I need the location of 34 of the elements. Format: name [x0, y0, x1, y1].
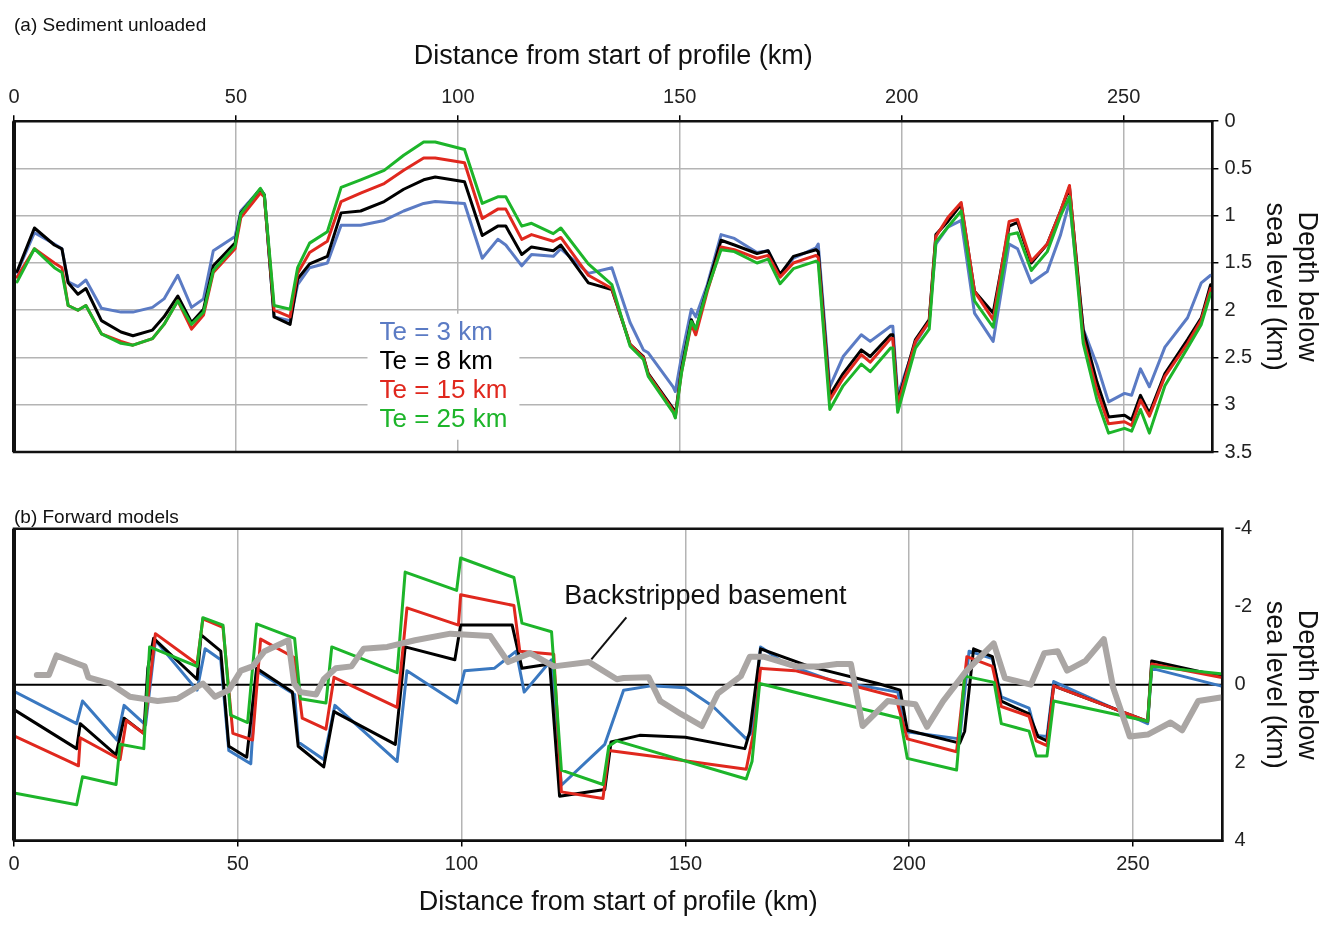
y-tick-label: -4 — [1234, 516, 1253, 539]
y2-tick-label: 3 — [1224, 392, 1236, 415]
x-axis-title: Distance from start of profile (km) — [418, 886, 818, 917]
text: Te = 15 km — [379, 373, 508, 404]
text: Te = 25 km — [379, 402, 508, 433]
text: Te = 3 km — [379, 315, 493, 346]
x-tick-label: 100 — [444, 852, 479, 875]
chart-title: (b) Forward models — [14, 505, 179, 527]
x-tick-label: 50 — [226, 852, 249, 875]
x-tick-label: 200 — [885, 84, 919, 107]
x-tick-label: 50 — [224, 84, 248, 107]
y2-tick-label: 0.5 — [1224, 155, 1253, 178]
x-tick-label: 250 — [1116, 852, 1150, 875]
y-tick-label: 4 — [1234, 828, 1246, 851]
x-tick-label: 100 — [441, 84, 475, 107]
y2-tick-label: 2.5 — [1224, 345, 1253, 367]
x-tick-label: 0 — [8, 852, 20, 875]
y-tick-label: -2 — [1234, 594, 1253, 617]
x-tick-label: 250 — [1106, 84, 1141, 107]
x-tick-label: 150 — [663, 84, 697, 107]
y2-tick-label: 3.5 — [1224, 439, 1253, 462]
x-tick-label: 150 — [668, 852, 703, 875]
y2-tick-label: 1 — [1224, 203, 1236, 226]
x-axis-title: Distance from start of profile (km) — [413, 40, 813, 71]
x-tick-label: 200 — [892, 852, 926, 875]
y2-axis-title: Depth below sea level (km) — [1260, 202, 1324, 371]
y-axis-title: Depth below sea level (km) — [1260, 600, 1324, 769]
y2-tick-label: 1.5 — [1224, 250, 1253, 273]
text: Te = 8 km — [379, 344, 493, 375]
y-tick-label: 0 — [1234, 672, 1246, 695]
chart-title: (a) Sediment unloaded — [14, 13, 207, 35]
annotation: Backstripped basement — [564, 580, 848, 611]
x-tick-label: 0 — [8, 84, 20, 107]
y-tick-label: 2 — [1234, 750, 1246, 773]
